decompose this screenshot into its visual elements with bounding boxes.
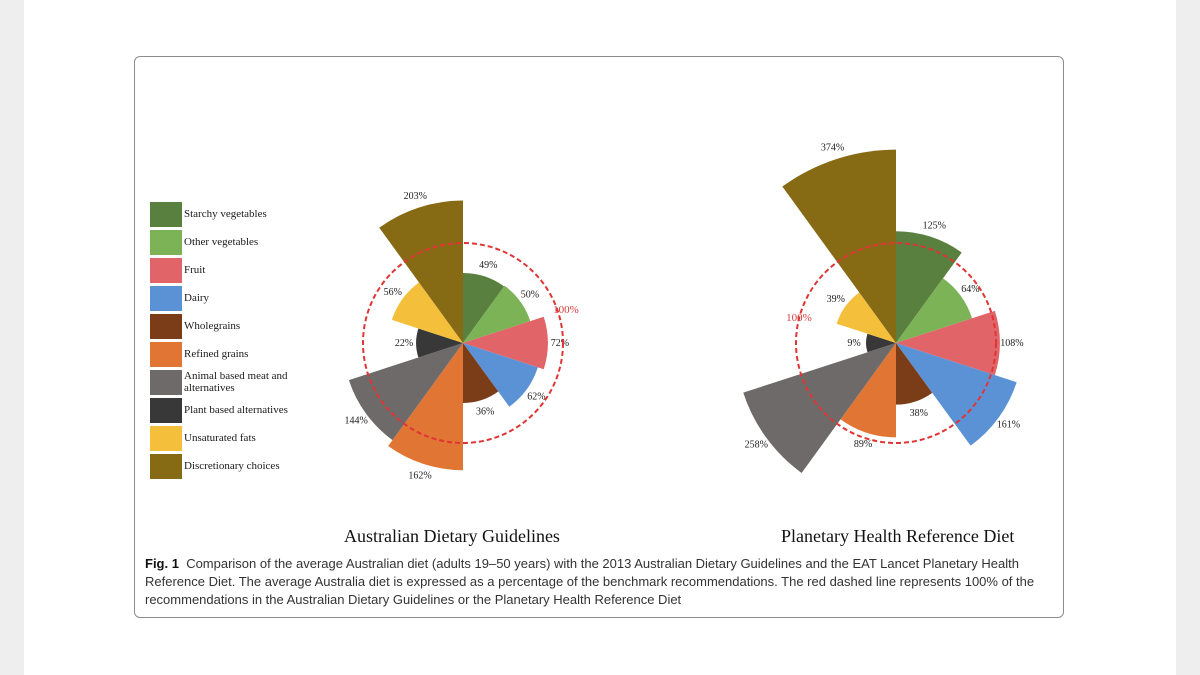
legend-swatch [150, 453, 182, 479]
value-label: 89% [854, 439, 872, 450]
value-label: 49% [479, 260, 497, 271]
reference-label: 100% [786, 312, 812, 324]
chart-title-right: Planetary Health Reference Diet [781, 526, 1015, 546]
value-label: 9% [847, 338, 860, 349]
legend-item: Animal based meat and alternatives [150, 368, 310, 396]
legend-swatch [150, 257, 182, 283]
legend-label: Discretionary choices [184, 460, 280, 472]
value-label: 39% [827, 294, 845, 305]
legend-item: Plant based alternatives [150, 396, 310, 424]
legend-item: Other vegetables [150, 228, 310, 256]
legend-label: Refined grains [184, 348, 249, 360]
value-label: 22% [395, 338, 413, 349]
wedge-starchy-vegetables [463, 273, 505, 343]
value-label: 125% [923, 220, 946, 231]
legend-item: Dairy [150, 284, 310, 312]
legend: Starchy vegetables Other vegetables Fruit D… [150, 200, 310, 480]
wedge-unsaturated-fats [836, 292, 896, 343]
value-label: 374% [821, 143, 844, 154]
value-label: 162% [408, 471, 431, 482]
legend-label: Wholegrains [184, 320, 241, 332]
wedge-animal-based-meat-and-alternatives [348, 343, 463, 441]
value-label: 108% [1000, 338, 1023, 349]
wedge-other-vegetables [896, 278, 973, 343]
wedge-fruit [896, 310, 1000, 376]
value-label: 38% [910, 408, 928, 419]
value-label: 64% [961, 284, 979, 295]
value-label: 72% [551, 338, 569, 349]
legend-label: Other vegetables [184, 236, 259, 248]
chart-title-left: Australian Dietary Guidelines [344, 526, 560, 546]
value-label: 36% [476, 407, 494, 418]
chart-australian-guidelines: 49% 50% 72% 62% 36% 162% 144% 22% 56% 203% 100% [345, 191, 579, 481]
legend-swatch [150, 285, 182, 311]
wedge-unsaturated-fats [391, 282, 463, 343]
reference-circle [795, 242, 997, 444]
legend-swatch [150, 397, 182, 423]
legend-swatch [150, 229, 182, 255]
figure-caption: Fig. 1 Comparison of the average Austral… [145, 555, 1055, 609]
wedge-plant-based-alternatives [416, 328, 463, 358]
wedge-dairy [896, 343, 1017, 446]
wedge-other-vegetables [463, 285, 531, 343]
chart-planetary-health: 125% 64% 108% 161% 38% 89% 258% 9% 39% 374% 100% [743, 143, 1024, 473]
legend-item: Unsaturated fats [150, 424, 310, 452]
wedge-refined-grains [840, 343, 896, 438]
value-label: 203% [404, 191, 427, 202]
value-label: 50% [521, 289, 539, 300]
caption-label: Fig. 1 [145, 556, 179, 571]
legend-item: Refined grains [150, 340, 310, 368]
wedge-dairy [463, 343, 538, 407]
value-label: 144% [345, 416, 368, 427]
wedge-starchy-vegetables [896, 231, 962, 343]
wedge-wholegrains [896, 343, 933, 405]
legend-swatch [150, 201, 182, 227]
legend-item: Fruit [150, 256, 310, 284]
legend-swatch [150, 313, 182, 339]
legend-swatch [150, 369, 182, 395]
wedge-wholegrains [463, 343, 499, 403]
wedge-refined-grains [388, 343, 463, 471]
legend-label: Fruit [184, 264, 206, 276]
legend-item: Wholegrains [150, 312, 310, 340]
wedge-fruit [463, 316, 548, 370]
value-label: 161% [997, 420, 1020, 431]
legend-swatch [150, 341, 182, 367]
wedge-plant-based-alternatives [866, 333, 896, 353]
value-label: 62% [527, 391, 545, 402]
legend-label: Plant based alternatives [184, 404, 288, 416]
legend-item: Discretionary choices [150, 452, 310, 480]
legend-label: Unsaturated fats [184, 432, 256, 444]
legend-item: Starchy vegetables [150, 200, 310, 228]
legend-label: Animal based meat and alternatives [184, 370, 288, 394]
caption-text: Comparison of the average Australian die… [145, 556, 1035, 607]
legend-label: Starchy vegetables [184, 208, 267, 220]
wedge-discretionary-choices [379, 200, 463, 343]
reference-circle [362, 242, 564, 444]
legend-label: Dairy [184, 292, 210, 304]
wedge-discretionary-choices [782, 149, 896, 343]
legend-swatch [150, 425, 182, 451]
value-label: 258% [745, 440, 768, 451]
value-label: 56% [384, 287, 402, 298]
reference-label: 100% [553, 304, 579, 316]
